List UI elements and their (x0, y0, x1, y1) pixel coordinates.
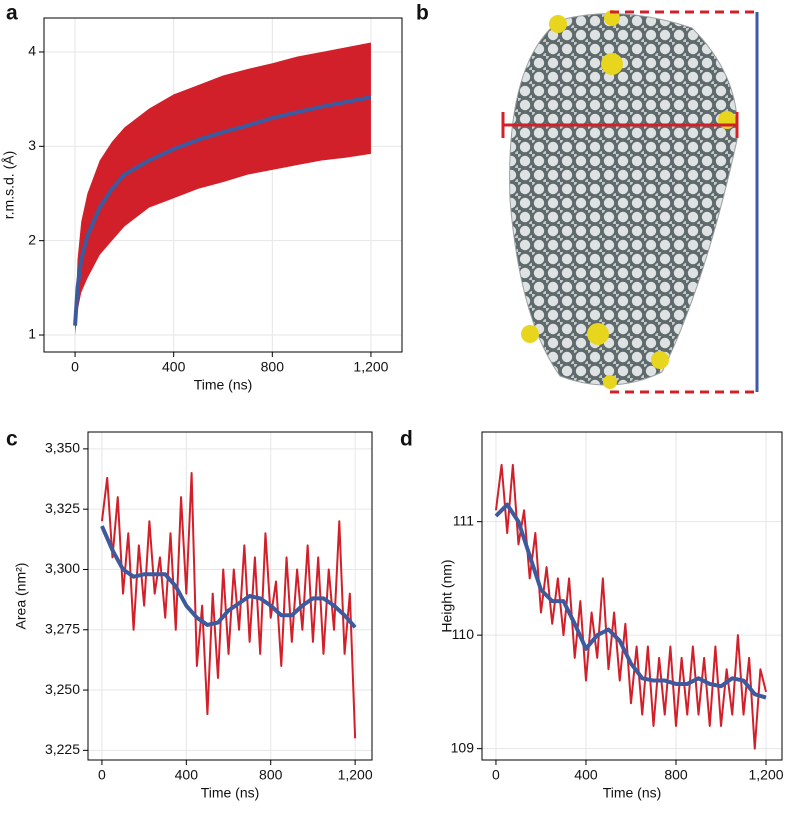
y-axis-label: Height (nm) (439, 559, 455, 632)
plot-frame (87, 431, 373, 761)
x-tick-label: 800 (664, 767, 688, 783)
plot-background (482, 432, 782, 760)
series-line (494, 463, 767, 750)
x-tick-label: 400 (175, 767, 199, 783)
x-tick-label: 400 (574, 767, 598, 783)
panel-label: c (6, 428, 18, 451)
panel-label: b (416, 2, 429, 25)
x-axis-label: Time (ns) (194, 377, 253, 393)
y-tick-label: 3,275 (45, 620, 80, 636)
x-tick-label: 800 (259, 767, 283, 783)
panel-label: d (400, 428, 413, 451)
y-tick-label: 2 (28, 231, 36, 247)
pentamers (521, 10, 736, 389)
x-tick-label: 800 (261, 359, 285, 375)
x-tick-label: 0 (492, 767, 500, 783)
band (75, 42, 371, 336)
plot-background (88, 432, 372, 760)
y-tick-label: 110 (452, 626, 475, 642)
panel-label: a (6, 2, 18, 25)
y-tick-label: 109 (451, 739, 475, 755)
y-tick-label: 3,325 (45, 500, 80, 516)
plot-frame (43, 17, 403, 353)
x-tick-label: 1,200 (353, 359, 388, 375)
y-tick-label: 3,225 (45, 741, 80, 757)
capsid-image (501, 10, 759, 394)
y-tick-label: 3,300 (45, 560, 80, 576)
series-line (100, 472, 357, 739)
x-tick-label: 1,200 (748, 767, 783, 783)
x-tick-label: 0 (98, 767, 106, 783)
y-tick-label: 4 (28, 43, 36, 59)
y-axis-label: r.m.s.d. (Å) (1, 151, 17, 219)
x-tick-label: 1,200 (338, 767, 373, 783)
x-axis-label: Time (ns) (603, 785, 662, 801)
y-tick-label: 3,350 (45, 440, 80, 456)
x-tick-label: 400 (162, 359, 186, 375)
x-tick-label: 0 (71, 359, 79, 375)
y-tick-label: 111 (453, 512, 474, 528)
capsid (509, 13, 738, 386)
x-axis-label: Time (ns) (201, 785, 260, 801)
y-tick-label: 3,250 (45, 681, 80, 697)
series-line (494, 502, 767, 700)
y-tick-label: 3 (28, 137, 36, 153)
plot-frame (481, 431, 783, 761)
y-axis-label: Area (nm²) (13, 563, 29, 630)
y-tick-label: 1 (28, 326, 36, 342)
series-line (73, 95, 372, 326)
series-line (100, 525, 357, 629)
